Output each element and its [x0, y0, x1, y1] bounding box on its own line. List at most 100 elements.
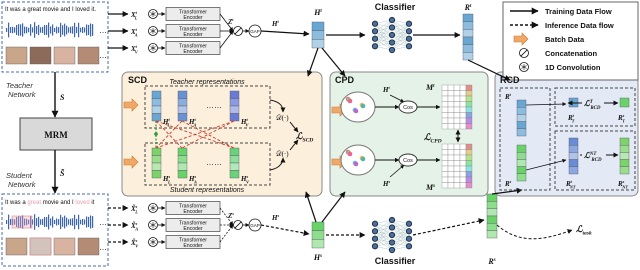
- math-label-sup: t: [136, 44, 138, 49]
- feature-bar: [516, 159, 527, 167]
- group-box: [144, 85, 271, 129]
- classifier-edge: [374, 19, 393, 32]
- math-label: S: [60, 93, 65, 102]
- math-label: Hs L: [162, 174, 171, 184]
- math-label: Rs: [504, 179, 512, 188]
- classifier-node: [405, 35, 413, 42]
- connector: [155, 120, 235, 149]
- encoder-label: Encoder: [183, 15, 203, 21]
- teacher-label: Teacher: [6, 81, 33, 90]
- student-rep-bar: [177, 162, 188, 171]
- student-waveform: [56, 218, 58, 226]
- conv-icon-stroke: [150, 240, 156, 244]
- math-label-base: ℒ: [424, 132, 431, 142]
- student-waveform: [32, 219, 34, 225]
- ellipsis: …: [99, 51, 107, 60]
- math-label-base: ℒ: [584, 99, 591, 108]
- math-label: Rt: [504, 92, 512, 101]
- feature-bar: [462, 36, 474, 45]
- student-waveform: [76, 218, 78, 226]
- feature-bar: [462, 29, 474, 38]
- teacher-waveform: [90, 23, 92, 37]
- teacher-waveform: [34, 22, 36, 38]
- student-waveform: [90, 215, 92, 229]
- encoder-label: Transformer: [179, 204, 207, 210]
- encoder-label: Transformer: [179, 27, 207, 33]
- prototype-cell: [447, 182, 455, 189]
- math-label-sub: V: [246, 179, 250, 184]
- gap-label: GAP: [250, 29, 260, 34]
- classifier-edge: [374, 19, 393, 39]
- prototype-cell: [441, 149, 449, 156]
- group-box: [554, 87, 636, 127]
- classifier-node: [405, 43, 413, 50]
- student-waveform: [78, 214, 80, 230]
- math-label: Xt L: [130, 10, 138, 20]
- math-label-base: H: [271, 20, 278, 28]
- prototype-cell: [465, 112, 473, 119]
- legend-label: Batch Data: [545, 35, 585, 44]
- scd-panel: [121, 71, 323, 197]
- student-waveform: [6, 220, 8, 224]
- math-label: Rs T: [617, 113, 625, 123]
- student-waveform: [30, 216, 32, 228]
- teacher-waveform: [56, 26, 58, 34]
- prototype-cell: [447, 123, 455, 130]
- arrow: [491, 187, 523, 195]
- prototype-cell: [465, 171, 473, 178]
- teacher-waveform: [76, 26, 78, 34]
- feature-bar: [568, 152, 579, 160]
- student-waveform: [72, 218, 74, 226]
- prototype-cell: [459, 149, 467, 156]
- connector: [155, 120, 183, 149]
- student-waveform: [38, 216, 40, 228]
- math-label-base: H: [188, 118, 195, 126]
- classifier-node: [405, 228, 413, 235]
- teacher-waveform: [30, 24, 32, 36]
- classifier-node: [388, 24, 396, 31]
- batch-cluster: [340, 144, 376, 176]
- math-label-base: H: [162, 118, 169, 126]
- math-label-sup: s: [509, 179, 512, 184]
- teacher-rep-bar: [229, 90, 240, 99]
- feature-bar: [516, 173, 527, 182]
- feature-bar: [462, 13, 474, 22]
- prototype-cell: [441, 176, 449, 183]
- conv-icon-stroke: [150, 223, 156, 227]
- feature-bar: [311, 39, 325, 49]
- prototype-cell: [459, 101, 467, 108]
- connector: [219, 224, 234, 243]
- math-label-base: ℒ: [296, 131, 303, 141]
- prototype-cell: [465, 182, 473, 189]
- math-label: ℒT RCD: [584, 99, 601, 111]
- student-waveform: [12, 218, 14, 226]
- math-label-sup: t: [470, 4, 472, 9]
- feature-bar: [619, 152, 630, 160]
- prototype-cell: [441, 106, 449, 113]
- arrow: [412, 218, 485, 236]
- ellipsis: …: [99, 243, 107, 252]
- student-waveform: [22, 215, 24, 229]
- sentence-part: movie and I: [41, 200, 75, 206]
- prototype-cell: [447, 176, 455, 183]
- math-label: Hs A: [188, 174, 197, 184]
- audio-mask: [11, 215, 33, 229]
- math-label-base: Z: [227, 18, 233, 26]
- math-label-base: R: [504, 180, 510, 188]
- student-waveform: [34, 214, 36, 230]
- student-waveform: [24, 218, 26, 226]
- conv-icon-stroke: [150, 12, 156, 16]
- batch-sample: [353, 108, 359, 114]
- classifier-edge: [391, 238, 410, 251]
- batch-sample: [360, 103, 366, 109]
- teacher-waveform: [52, 24, 54, 36]
- math-label-base: S: [60, 93, 65, 102]
- teacher-rep-bar: [151, 113, 162, 122]
- math-label-sup: t: [136, 27, 138, 32]
- classifier-edge: [374, 234, 393, 247]
- student-waveform: [52, 216, 54, 228]
- teacher-waveform: [84, 27, 86, 33]
- math-label-sup: s: [135, 204, 138, 209]
- math-label: Zt: [227, 17, 234, 26]
- prototype-cell: [459, 182, 467, 189]
